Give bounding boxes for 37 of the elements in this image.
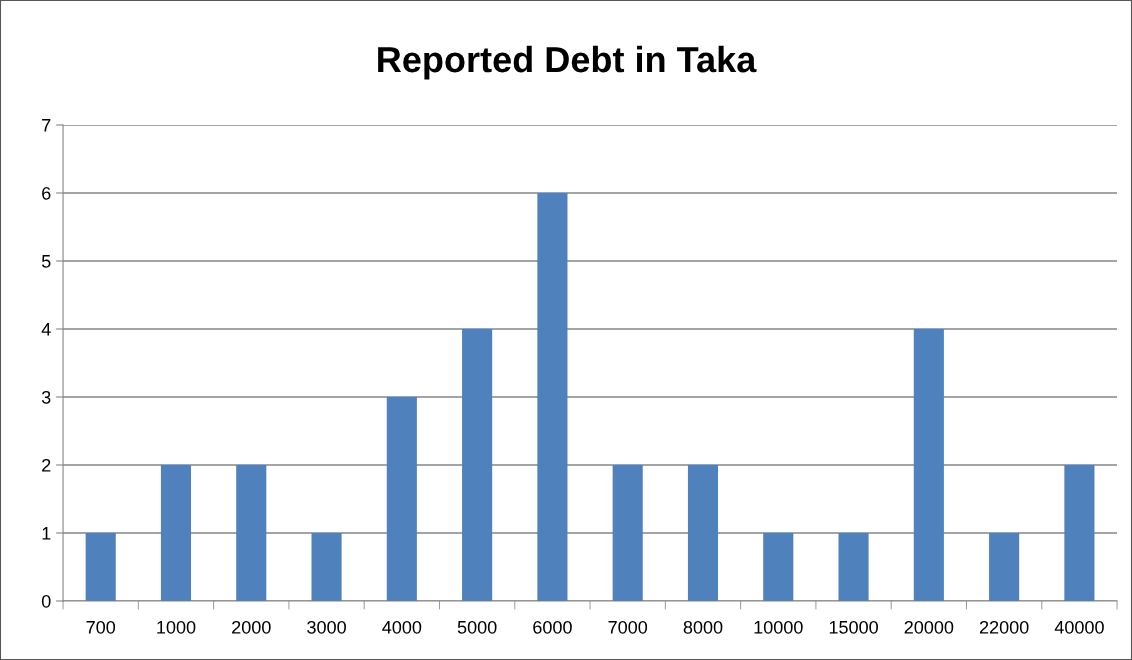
- x-tick-label: 1000: [157, 620, 196, 634]
- x-tick-label: 6000: [533, 620, 572, 634]
- x-tick-label: 10000: [754, 620, 803, 634]
- x-tick-label: 700: [86, 620, 116, 634]
- y-tick-label: 6: [42, 186, 51, 200]
- bar: [311, 533, 342, 601]
- y-tick-label: 5: [41, 255, 51, 268]
- x-tick-label: 5000: [457, 620, 497, 634]
- y-tick-label: 0: [41, 594, 51, 608]
- bar: [537, 193, 568, 601]
- bar: [462, 329, 493, 601]
- y-tick-label: 4: [41, 323, 51, 336]
- x-tick-label: 4000: [382, 620, 422, 634]
- x-tick-label: 7000: [608, 620, 648, 634]
- bar: [989, 533, 1020, 601]
- chart-title: Reported Debt in Taka: [378, 45, 757, 80]
- bar: [687, 465, 719, 601]
- bar: [838, 533, 869, 601]
- bar: [160, 465, 192, 601]
- bar: [913, 329, 944, 601]
- bar: [236, 465, 267, 601]
- x-tick-label: 2000: [232, 620, 271, 634]
- bar: [612, 465, 643, 601]
- y-tick-label: 1: [42, 527, 51, 540]
- x-tick-label: 20000: [904, 620, 954, 634]
- y-tick-label: 7: [42, 119, 51, 132]
- y-tick-label: 2: [42, 458, 51, 472]
- x-tick-label: 22000: [979, 620, 1029, 634]
- bar: [85, 533, 116, 601]
- bar: [1064, 465, 1095, 601]
- x-tick-label: 15000: [829, 620, 878, 634]
- x-tick-label: 40000: [1054, 620, 1104, 634]
- bar: [763, 533, 794, 601]
- x-tick-label: 8000: [683, 620, 723, 634]
- y-tick-label: 3: [41, 390, 51, 404]
- bar: [386, 397, 417, 601]
- x-tick-label: 3000: [307, 620, 346, 634]
